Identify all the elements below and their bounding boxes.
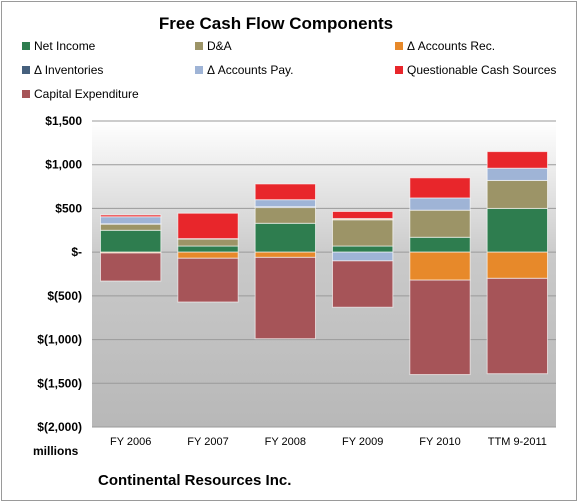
bar-segment <box>254 251 316 258</box>
y-tick-label: $(1,000) <box>37 333 82 347</box>
bar-segment <box>100 229 162 253</box>
bar-segment <box>486 251 548 279</box>
bar-segment <box>332 251 394 262</box>
bar-segment <box>409 251 471 281</box>
bar-segment <box>177 212 239 240</box>
bar-segment <box>332 260 394 308</box>
bar-segment <box>177 257 239 303</box>
bar-segment <box>486 277 548 375</box>
bar-segment <box>177 251 239 259</box>
legend-item: Net Income <box>22 39 95 53</box>
bar-segment <box>409 197 471 211</box>
chart-title: Free Cash Flow Components <box>158 14 394 33</box>
legend-swatch <box>195 42 203 50</box>
bar-segment <box>409 279 471 376</box>
x-tick-label: FY 2009 <box>342 436 383 448</box>
company-name: Continental Resources Inc. <box>98 472 292 489</box>
legend-item: Δ Accounts Rec. <box>395 39 495 53</box>
legend-swatch <box>22 42 30 50</box>
x-tick-label: FY 2008 <box>265 436 306 448</box>
bar-segment <box>254 207 316 224</box>
bar-segment <box>332 245 394 253</box>
x-tick-label: FY 2006 <box>110 436 151 448</box>
legend-item: Capital Expenditure <box>22 87 139 101</box>
bar-segment <box>254 199 316 208</box>
legend-swatch <box>22 90 30 98</box>
legend-label: Questionable Cash Sources <box>407 63 557 77</box>
legend-label: Net Income <box>34 39 96 53</box>
x-tick-label: TTM 9-2011 <box>488 436 547 448</box>
bar-segment <box>332 219 394 247</box>
legend-label: Δ Accounts Rec. <box>407 39 496 53</box>
plot-background <box>92 121 556 427</box>
bar-segment <box>486 179 548 209</box>
legend-label: Capital Expenditure <box>34 87 139 101</box>
bar-segment <box>486 167 548 181</box>
bar-segment <box>177 238 239 247</box>
bar-segment <box>409 209 471 238</box>
bar-segment <box>254 183 316 201</box>
bar-segment <box>486 151 548 169</box>
legend-swatch <box>395 42 403 50</box>
y-tick-label: $1,500 <box>45 114 82 128</box>
legend-label: Δ Inventories <box>34 63 104 77</box>
legend-swatch <box>195 66 203 74</box>
bar-segment <box>332 210 394 219</box>
bar-segment <box>409 177 471 199</box>
legend-item: Δ Inventories <box>22 63 103 77</box>
bar-segment <box>254 222 316 253</box>
bar-segment <box>409 236 471 253</box>
units-label: millions <box>33 444 79 458</box>
bar-segment <box>100 223 162 231</box>
y-tick-label: $500 <box>55 201 82 215</box>
y-tick-label: $- <box>71 245 82 259</box>
legend-label: Δ Accounts Pay. <box>207 63 294 77</box>
y-tick-label: $(2,000) <box>37 420 82 434</box>
legend-item: Questionable Cash Sources <box>395 63 556 77</box>
legend-swatch <box>22 66 30 74</box>
bar-segment <box>100 214 162 218</box>
bar-segment <box>486 207 548 253</box>
bar-segment <box>254 256 316 340</box>
legend-label: D&A <box>207 39 232 53</box>
x-tick-label: FY 2010 <box>419 436 460 448</box>
legend-swatch <box>395 66 403 74</box>
bar-segment <box>100 252 162 282</box>
bar-segment <box>177 245 239 253</box>
y-tick-label: $(500) <box>47 289 82 303</box>
legend-item: D&A <box>195 39 232 53</box>
y-tick-label: $1,000 <box>45 158 82 172</box>
bar-segment <box>100 216 162 225</box>
legend-item: Δ Accounts Pay. <box>195 63 294 77</box>
y-tick-label: $(1,500) <box>37 376 82 390</box>
x-tick-label: FY 2007 <box>187 436 228 448</box>
